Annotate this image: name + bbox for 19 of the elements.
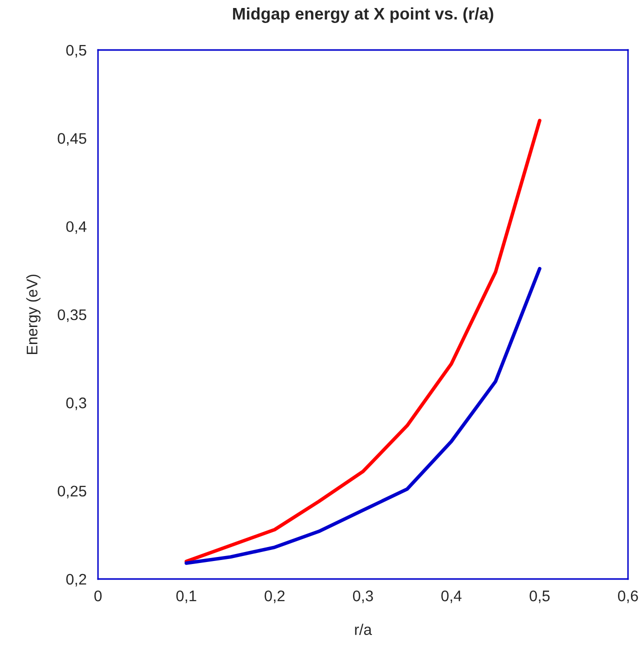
x-tick-label: 0,2 bbox=[264, 590, 285, 604]
y-tick-label: 0,2 bbox=[66, 574, 86, 586]
y-tick-label: 0,45 bbox=[58, 133, 86, 146]
y-tick-label: 0,35 bbox=[58, 309, 86, 322]
line-series bbox=[184, 266, 542, 565]
y-tick-label: 0,25 bbox=[58, 486, 86, 498]
x-tick-label: 0,3 bbox=[352, 590, 373, 604]
y-tick-label: 0,3 bbox=[66, 398, 86, 410]
x-axis-title: r/a bbox=[355, 624, 372, 636]
x-tick-label: 0 bbox=[94, 590, 102, 602]
x-tick-label: 0,5 bbox=[530, 590, 550, 604]
line-series bbox=[184, 118, 542, 564]
y-axis-title: Energy (eV) bbox=[26, 274, 40, 354]
chart-title: Midgap energy at X point vs. (r/a) bbox=[233, 7, 494, 23]
x-tick-label: 0,1 bbox=[176, 590, 196, 604]
x-tick-label: 0,6 bbox=[618, 590, 638, 604]
y-tick-label: 0,4 bbox=[66, 221, 86, 234]
y-tick-label: 0,5 bbox=[66, 44, 86, 58]
x-tick-label: 0,4 bbox=[441, 590, 462, 604]
